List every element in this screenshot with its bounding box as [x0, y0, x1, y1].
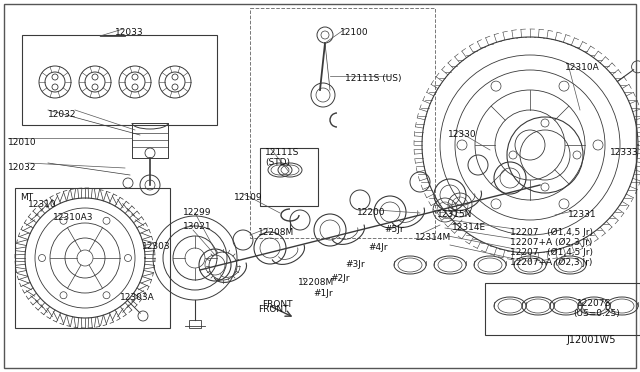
- Text: 12032: 12032: [8, 163, 36, 172]
- Text: 12033: 12033: [115, 28, 143, 37]
- Text: 12207   (Ø1,4,5 Jr): 12207 (Ø1,4,5 Jr): [510, 228, 593, 237]
- Text: 12303: 12303: [142, 242, 171, 251]
- Text: 12314M: 12314M: [415, 233, 451, 242]
- Text: FRONT: FRONT: [258, 305, 289, 314]
- Text: #1Jr: #1Jr: [313, 289, 333, 298]
- Text: 12208M: 12208M: [258, 228, 294, 237]
- Text: 12303A: 12303A: [120, 293, 155, 302]
- Text: 12331: 12331: [568, 210, 596, 219]
- Bar: [250, 8, 435, 238]
- Text: 12315N: 12315N: [437, 210, 472, 219]
- Text: #3Jr: #3Jr: [345, 260, 365, 269]
- Bar: [22, 35, 217, 125]
- Text: 12032: 12032: [48, 110, 77, 119]
- Text: 12314E: 12314E: [452, 223, 486, 232]
- Bar: [15, 188, 170, 328]
- Text: 12010: 12010: [8, 138, 36, 147]
- Text: MT: MT: [20, 193, 33, 202]
- Text: (US=0.25): (US=0.25): [573, 309, 620, 318]
- Bar: [485, 283, 640, 335]
- Text: 12207S: 12207S: [577, 299, 611, 308]
- Text: 12111S: 12111S: [265, 148, 300, 157]
- Text: 12330: 12330: [448, 130, 477, 139]
- Text: (STD): (STD): [265, 158, 290, 167]
- Text: 12100: 12100: [340, 28, 369, 37]
- Text: 12207+A (Ø2,3 Jr): 12207+A (Ø2,3 Jr): [510, 258, 593, 267]
- Text: 12200: 12200: [357, 208, 385, 217]
- Bar: [260, 148, 318, 206]
- Text: 12333: 12333: [610, 148, 639, 157]
- Text: 13021: 13021: [183, 222, 212, 231]
- Text: 12310A3: 12310A3: [53, 213, 93, 222]
- Text: #5Jr: #5Jr: [384, 225, 404, 234]
- Text: 12208M: 12208M: [298, 278, 334, 287]
- Bar: [189, 320, 201, 328]
- Text: 12310: 12310: [28, 200, 56, 209]
- Text: 12207   (Ø1,4,5 Jr): 12207 (Ø1,4,5 Jr): [510, 248, 593, 257]
- Bar: [132, 123, 168, 158]
- Text: #2Jr: #2Jr: [330, 274, 349, 283]
- Text: 12207+A (Ø2,3 Jr): 12207+A (Ø2,3 Jr): [510, 238, 593, 247]
- Text: J12001W5: J12001W5: [566, 335, 616, 345]
- Text: FRONT: FRONT: [262, 300, 292, 309]
- Text: 12109: 12109: [234, 193, 262, 202]
- Text: 12299: 12299: [183, 208, 211, 217]
- Text: 12111S (US): 12111S (US): [345, 74, 401, 83]
- Text: #4Jr: #4Jr: [368, 243, 387, 252]
- Text: 12310A: 12310A: [565, 63, 600, 72]
